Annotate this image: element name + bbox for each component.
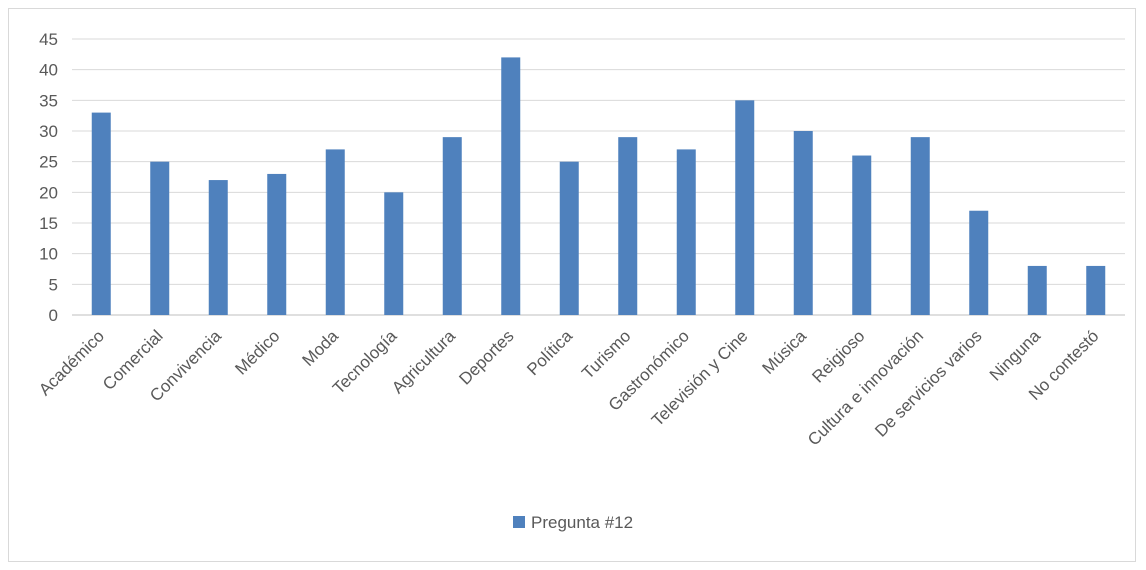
legend-label: Pregunta #12 [531,513,633,532]
x-tick-label: Médico [231,326,283,378]
bar [208,180,228,315]
bar [852,155,872,315]
legend: Pregunta #12 [513,513,633,532]
x-tick-label: Agricultura [388,326,459,397]
bar [1027,265,1047,315]
x-tick-label: Deportes [455,326,517,388]
y-tick-label: 10 [39,245,58,264]
x-tick-label: Música [759,326,811,378]
bar [559,161,579,315]
bar [442,137,462,315]
legend-swatch [513,516,525,528]
bar [267,173,287,315]
x-tick-label: Turismo [578,326,634,382]
y-tick-label: 20 [39,183,58,202]
y-tick-label: 25 [39,153,58,172]
y-tick-label: 5 [49,275,58,294]
x-tick-label: Moda [299,326,343,370]
y-tick-label: 15 [39,214,58,233]
y-tick-label: 40 [39,61,58,80]
x-tick-label: Política [523,326,576,379]
bar [910,137,930,315]
bar [91,112,111,315]
x-tick-label: Cultura e innovación [804,326,927,449]
bar [618,137,638,315]
x-tick-label: Reigioso [808,326,868,386]
bars [91,57,1106,316]
bar [1086,265,1106,315]
gridlines [72,38,1125,316]
bar [793,131,813,315]
bar [325,149,345,315]
bar [969,210,989,315]
bar [676,149,696,315]
x-tick-label: Ninguna [986,326,1045,385]
y-tick-label: 45 [39,30,58,49]
bar [735,100,755,315]
bar [501,57,521,316]
y-tick-label: 35 [39,91,58,110]
bar [150,161,170,315]
y-tick-label: 30 [39,122,58,141]
y-axis: 0 5 10 15 20 25 30 35 40 45 [39,30,58,325]
x-tick-label: Académico [35,326,108,399]
y-tick-label: 0 [49,306,58,325]
bar [384,192,404,315]
x-tick-label: De servicios varios [871,326,985,440]
